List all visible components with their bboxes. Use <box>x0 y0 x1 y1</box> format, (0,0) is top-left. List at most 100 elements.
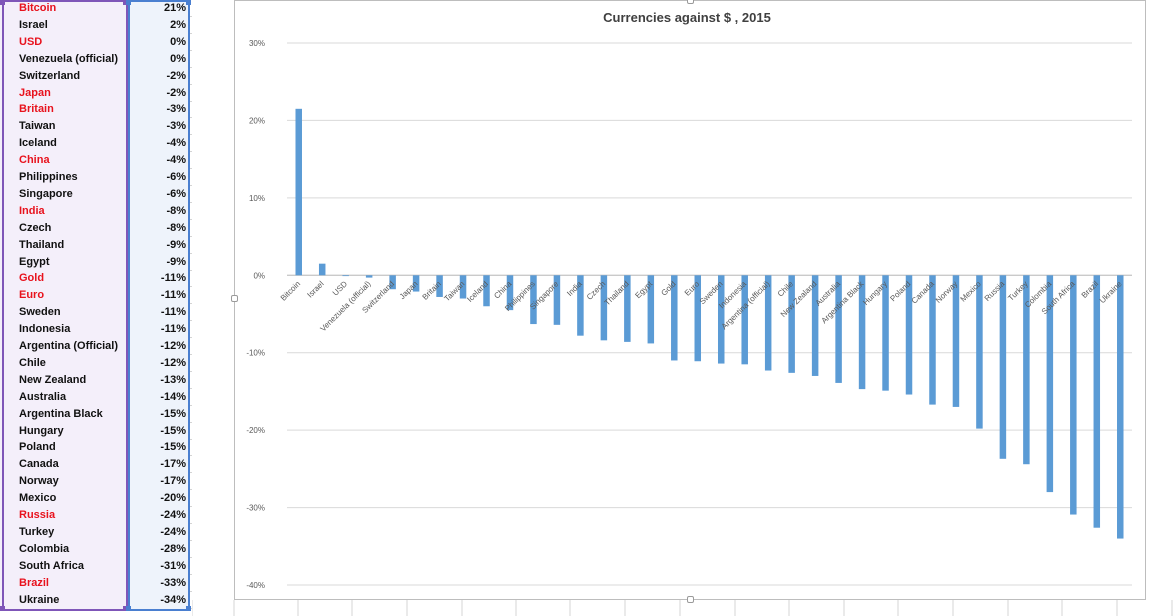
change-value-cell[interactable]: -6% <box>128 169 190 186</box>
change-value-cell[interactable]: -13% <box>128 371 190 389</box>
currency-name-cell[interactable]: Brazil <box>0 574 127 592</box>
table-row[interactable]: Brazil -33% <box>0 574 192 592</box>
selection-handle[interactable] <box>123 0 128 5</box>
chart-resize-handle-left[interactable] <box>231 295 238 302</box>
table-row[interactable]: Chile -12% <box>0 354 192 372</box>
currency-name-cell[interactable]: China <box>0 152 127 170</box>
change-value-cell[interactable]: -9% <box>128 253 190 271</box>
selection-handle[interactable] <box>123 606 128 611</box>
table-row[interactable]: Czech -8% <box>0 219 192 237</box>
currency-name-cell[interactable]: Canada <box>0 456 127 474</box>
currency-name-cell[interactable]: Switzerland <box>0 67 127 85</box>
table-row[interactable]: Turkey -24% <box>0 523 192 541</box>
change-value-cell[interactable]: -15% <box>128 439 190 457</box>
change-value-cell[interactable]: -8% <box>128 219 190 237</box>
change-value-cell[interactable]: -24% <box>128 507 190 524</box>
change-value-cell[interactable]: -11% <box>128 270 190 288</box>
table-row[interactable]: Taiwan -3% <box>0 118 192 136</box>
currency-name-cell[interactable]: Indonesia <box>0 321 127 339</box>
currency-name-cell[interactable]: Poland <box>0 439 127 457</box>
change-value-cell[interactable]: 0% <box>128 50 190 68</box>
selection-handle[interactable] <box>186 0 191 5</box>
table-row[interactable]: Philippines -6% <box>0 169 192 186</box>
currency-name-cell[interactable]: Taiwan <box>0 118 127 136</box>
change-value-cell[interactable]: -28% <box>128 540 190 558</box>
change-value-cell[interactable]: -33% <box>128 574 190 592</box>
currency-name-cell[interactable]: Venezuela (official) <box>0 50 127 68</box>
currency-name-cell[interactable]: Egypt <box>0 253 127 271</box>
currency-name-cell[interactable]: Chile <box>0 354 127 372</box>
change-value-cell[interactable]: -9% <box>128 236 190 254</box>
change-value-cell[interactable]: -12% <box>128 354 190 372</box>
currency-name-cell[interactable]: USD <box>0 33 127 51</box>
change-value-cell[interactable]: -6% <box>128 185 190 203</box>
change-value-cell[interactable]: -3% <box>128 118 190 136</box>
table-row[interactable]: Hungary -15% <box>0 422 192 440</box>
change-value-cell[interactable]: -11% <box>128 321 190 339</box>
table-row[interactable]: Singapore -6% <box>0 185 192 203</box>
change-value-cell[interactable]: -15% <box>128 405 190 423</box>
table-row[interactable]: New Zealand -13% <box>0 371 192 389</box>
table-row[interactable]: Argentina (Official) -12% <box>0 338 192 355</box>
table-row[interactable]: Colombia -28% <box>0 540 192 558</box>
table-row[interactable]: Iceland -4% <box>0 135 192 153</box>
table-row[interactable]: South Africa -31% <box>0 557 192 575</box>
table-row[interactable]: Bitcoin 21% <box>0 0 192 17</box>
selection-handle[interactable] <box>0 0 5 5</box>
table-row[interactable]: Japan -2% <box>0 84 192 102</box>
currency-name-cell[interactable]: Czech <box>0 219 127 237</box>
table-row[interactable]: Russia -24% <box>0 507 192 524</box>
change-value-cell[interactable]: -8% <box>128 202 190 220</box>
currency-name-cell[interactable]: Argentina (Official) <box>0 338 127 355</box>
table-row[interactable]: Thailand -9% <box>0 236 192 254</box>
table-row[interactable]: Venezuela (official) 0% <box>0 50 192 68</box>
selection-handle[interactable] <box>126 606 131 611</box>
currency-name-cell[interactable]: Philippines <box>0 169 127 186</box>
table-row[interactable]: Australia -14% <box>0 388 192 406</box>
currency-name-cell[interactable]: Gold <box>0 270 127 288</box>
change-value-cell[interactable]: -11% <box>128 287 190 305</box>
table-row[interactable]: Mexico -20% <box>0 490 192 508</box>
table-row[interactable]: Poland -15% <box>0 439 192 457</box>
change-value-cell[interactable]: -20% <box>128 490 190 508</box>
currency-name-cell[interactable]: Russia <box>0 507 127 524</box>
chart-object[interactable]: Currencies against $ , 2015 30% 20% 10% 0% -1… <box>231 0 1146 603</box>
currency-name-cell[interactable]: Mexico <box>0 490 127 508</box>
chart-resize-handle-top[interactable] <box>687 0 694 4</box>
change-value-cell[interactable]: -2% <box>128 84 190 102</box>
chart-resize-handle-bottom[interactable] <box>687 596 694 603</box>
change-value-cell[interactable]: -17% <box>128 473 190 491</box>
change-value-cell[interactable]: -4% <box>128 135 190 153</box>
currency-name-cell[interactable]: Iceland <box>0 135 127 153</box>
currency-name-cell[interactable]: Sweden <box>0 304 127 322</box>
table-row[interactable]: Indonesia -11% <box>0 321 192 339</box>
table-row[interactable]: Gold -11% <box>0 270 192 288</box>
currency-name-cell[interactable]: Argentina Black <box>0 405 127 423</box>
currency-name-cell[interactable]: Turkey <box>0 523 127 541</box>
currency-name-cell[interactable]: Euro <box>0 287 127 305</box>
currency-name-cell[interactable]: Bitcoin <box>0 0 127 17</box>
table-row[interactable]: Canada -17% <box>0 456 192 474</box>
currency-name-cell[interactable]: Norway <box>0 473 127 491</box>
selection-handle[interactable] <box>126 0 131 5</box>
table-row[interactable]: Argentina Black -15% <box>0 405 192 423</box>
currency-name-cell[interactable]: New Zealand <box>0 371 127 389</box>
table-row[interactable]: India -8% <box>0 202 192 220</box>
table-row[interactable]: Egypt -9% <box>0 253 192 271</box>
change-value-cell[interactable]: 21% <box>128 0 190 17</box>
table-row[interactable]: Sweden -11% <box>0 304 192 322</box>
currency-name-cell[interactable]: Singapore <box>0 185 127 203</box>
change-value-cell[interactable]: -31% <box>128 557 190 575</box>
change-value-cell[interactable]: 2% <box>128 16 190 34</box>
currency-name-cell[interactable]: Israel <box>0 16 127 34</box>
currency-name-cell[interactable]: Colombia <box>0 540 127 558</box>
table-row[interactable]: China -4% <box>0 152 192 170</box>
change-value-cell[interactable]: -15% <box>128 422 190 440</box>
change-value-cell[interactable]: -12% <box>128 338 190 355</box>
table-row[interactable]: Norway -17% <box>0 473 192 491</box>
table-row[interactable]: Israel 2% <box>0 16 192 34</box>
change-value-cell[interactable]: -17% <box>128 456 190 474</box>
change-value-cell[interactable]: -2% <box>128 67 190 85</box>
selection-handle[interactable] <box>0 606 5 611</box>
currency-name-cell[interactable]: South Africa <box>0 557 127 575</box>
